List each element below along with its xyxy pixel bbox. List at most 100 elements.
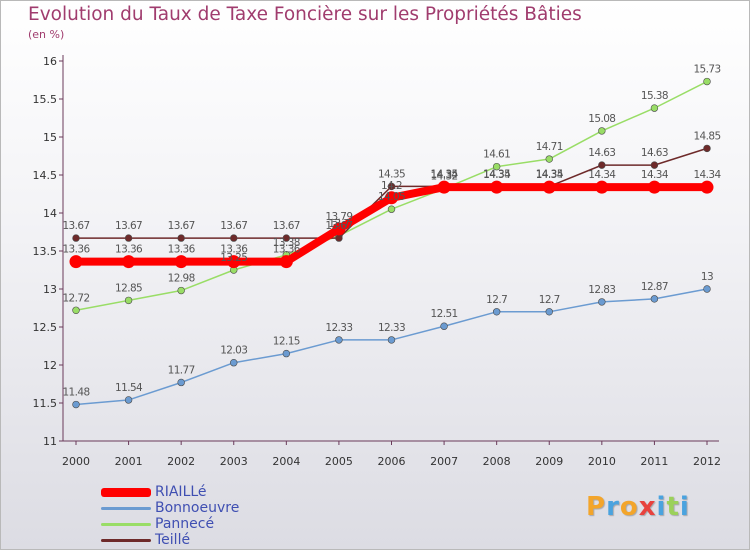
data-label: 11.48 (62, 387, 89, 399)
y-tick-label: 11.5 (33, 397, 58, 410)
y-tick-label: 11 (43, 435, 57, 448)
data-point (282, 349, 291, 358)
data-point (492, 162, 501, 171)
data-point (700, 180, 714, 194)
data-point (282, 234, 291, 242)
x-tick-label: 2011 (640, 455, 668, 468)
legend-label-riaille: RIAILLé (155, 484, 207, 500)
data-label: 13.36 (62, 244, 90, 256)
data-point (437, 180, 451, 194)
x-tick-label: 2008 (483, 455, 511, 468)
x-tick-label: 2002 (167, 455, 195, 468)
data-point (230, 359, 238, 367)
data-point (545, 308, 553, 316)
legend-swatch-teille (101, 538, 151, 542)
data-point (177, 234, 185, 242)
data-point (387, 205, 396, 213)
x-tick-label: 2003 (220, 455, 248, 468)
data-label: 13.25 (220, 252, 247, 264)
y-tick-label: 15 (43, 131, 57, 144)
data-label: 14.34 (483, 169, 511, 181)
logo-letter: P (586, 492, 607, 522)
legend-item-bonnoeuvre[interactable]: Bonnoeuvre (101, 500, 239, 516)
data-label: 12.15 (273, 336, 300, 348)
logo-letter: t (666, 492, 680, 522)
y-tick-label: 16 (43, 55, 57, 68)
legend: RIAILLé Bonnoeuvre Pannecé Teillé (101, 484, 239, 548)
data-point (598, 298, 606, 306)
data-label: 14.61 (483, 149, 510, 161)
data-point (124, 396, 133, 404)
data-label: 15.38 (641, 90, 668, 102)
x-tick-label: 2007 (430, 455, 458, 468)
data-label: 13 (701, 271, 713, 283)
logo-letter: o (619, 492, 639, 522)
data-point (650, 161, 659, 169)
data-point (598, 161, 606, 169)
data-label: 12.33 (325, 322, 352, 334)
data-point (335, 234, 343, 242)
legend-label-pannece: Pannecé (155, 516, 215, 532)
data-point (490, 180, 504, 194)
data-label: 13.67 (168, 220, 195, 232)
x-tick-label: 2012 (693, 455, 721, 468)
data-label: 13.67 (115, 220, 142, 232)
data-label: 14.05 (378, 191, 405, 203)
x-tick-label: 2009 (535, 455, 563, 468)
data-point (230, 234, 238, 242)
data-point (124, 234, 133, 242)
legend-item-teille[interactable]: Teillé (101, 532, 239, 548)
data-point (72, 306, 80, 314)
data-point (703, 285, 711, 293)
data-label: 14.35 (431, 168, 458, 180)
data-label: 12.87 (641, 281, 668, 293)
data-label: 14.34 (693, 169, 721, 181)
data-label: 14.85 (693, 130, 720, 142)
data-point (387, 336, 396, 344)
data-label: 13.36 (273, 244, 301, 256)
data-label: 11.77 (168, 364, 195, 376)
y-tick-label: 12 (43, 359, 57, 372)
data-point (492, 308, 501, 316)
logo-letter: x (638, 492, 657, 522)
data-label: 11.54 (115, 382, 143, 394)
data-label: 14.2 (381, 180, 402, 192)
data-label: 12.7 (539, 294, 560, 306)
x-tick-label: 2004 (272, 455, 300, 468)
data-point (598, 127, 606, 135)
data-label: 14.35 (536, 168, 563, 180)
data-label: 12.83 (588, 284, 615, 296)
data-label: 12.33 (378, 322, 405, 334)
x-tick-label: 2005 (325, 455, 353, 468)
legend-item-riaille[interactable]: RIAILLé (101, 484, 239, 500)
x-tick-label: 2006 (378, 455, 406, 468)
data-label: 14.63 (588, 147, 615, 159)
proxiti-logo: Proxiti (586, 492, 690, 522)
data-label: 14.63 (641, 147, 668, 159)
data-label: 13.36 (168, 244, 196, 256)
legend-item-pannece[interactable]: Pannecé (101, 516, 239, 532)
data-point (177, 286, 185, 295)
data-label: 13.67 (325, 220, 352, 232)
data-label: 13.38 (273, 237, 300, 249)
data-label: 13.67 (62, 220, 89, 232)
data-label: 12.51 (431, 308, 458, 320)
data-point (124, 296, 133, 305)
data-label: 14.35 (483, 168, 510, 180)
y-tick-label: 14 (43, 207, 57, 220)
data-label: 14.35 (378, 168, 405, 180)
logo-letter: r (606, 492, 620, 522)
data-label: 13.67 (220, 220, 247, 232)
data-label: 13.36 (220, 244, 248, 256)
legend-swatch-pannece (101, 522, 151, 526)
data-point (332, 222, 346, 236)
data-point (72, 234, 80, 242)
data-point (440, 322, 448, 330)
data-point (174, 255, 188, 269)
data-point (122, 255, 136, 269)
data-point (703, 77, 711, 86)
y-tick-label: 12.5 (33, 321, 58, 334)
legend-swatch-bonnoeuvre (101, 506, 151, 510)
y-tick-label: 13 (43, 283, 57, 296)
data-label: 14.34 (536, 169, 564, 181)
